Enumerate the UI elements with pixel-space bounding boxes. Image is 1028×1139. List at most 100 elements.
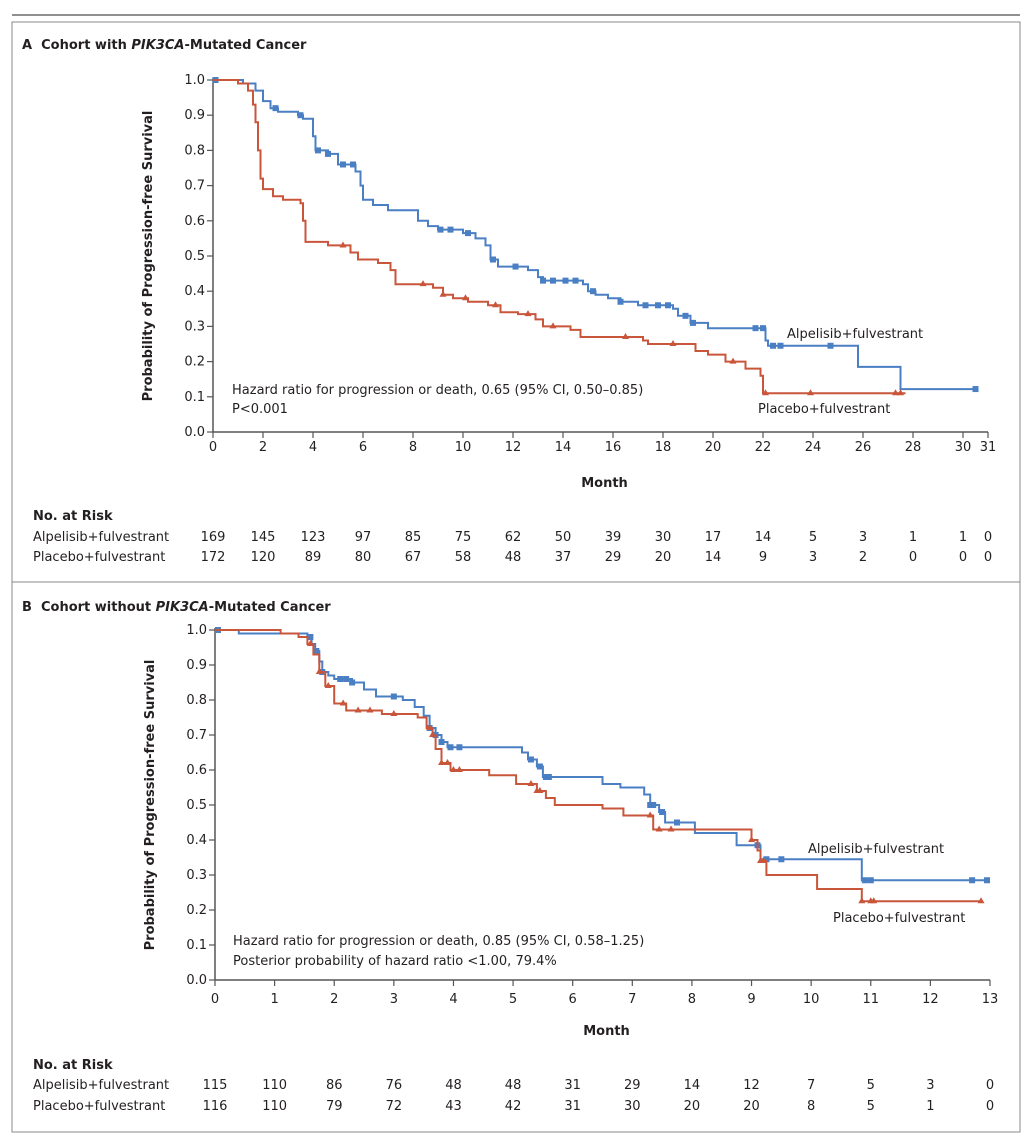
risk-count: 145 xyxy=(251,530,276,545)
risk-count: 80 xyxy=(355,550,372,565)
censor-mark-placebo xyxy=(339,241,347,248)
y-tick-label: 0.1 xyxy=(184,390,205,405)
risk-count: 0 xyxy=(984,550,992,565)
risk-count: 123 xyxy=(301,530,326,545)
risk-row-label: Placebo+fulvestrant xyxy=(33,550,165,565)
series-label-placebo: Placebo+fulvestrant xyxy=(758,402,890,417)
risk-count: 0 xyxy=(986,1099,994,1114)
hazard-ratio-annotation: Hazard ratio for progression or death, 0… xyxy=(232,383,643,398)
censor-mark-placebo xyxy=(390,710,398,716)
risk-count: 5 xyxy=(809,530,817,545)
censor-mark-alpelisib xyxy=(313,648,320,654)
censor-mark-alpelisib xyxy=(490,256,496,263)
x-tick-label: 9 xyxy=(747,992,755,1007)
x-tick-label: 4 xyxy=(309,440,317,455)
censor-mark-placebo xyxy=(748,836,756,842)
censor-mark-placebo xyxy=(762,389,769,396)
y-tick-label: 0.2 xyxy=(184,355,205,370)
title-pre: Cohort without xyxy=(41,600,156,615)
risk-row-label: Alpelisib+fulvestrant xyxy=(33,530,169,545)
x-tick-label: 22 xyxy=(755,440,772,455)
censor-mark-alpelisib xyxy=(315,147,321,154)
y-tick-label: 0.4 xyxy=(186,833,207,848)
risk-count: 1 xyxy=(959,530,967,545)
x-tick-label: 10 xyxy=(803,992,820,1007)
y-tick-label: 0.0 xyxy=(186,973,207,988)
x-tick-label: 1 xyxy=(270,992,278,1007)
censor-mark-alpelisib xyxy=(337,676,344,682)
risk-count: 89 xyxy=(305,550,322,565)
risk-row-label: Alpelisib+fulvestrant xyxy=(33,1078,169,1093)
x-tick-label: 12 xyxy=(505,440,522,455)
censor-mark-placebo xyxy=(622,332,629,339)
censor-mark-placebo xyxy=(354,706,362,713)
title-letter: B xyxy=(22,600,32,615)
y-tick-label: 0.8 xyxy=(184,143,205,158)
censor-mark-alpelisib xyxy=(325,150,331,157)
censor-mark-placebo xyxy=(669,340,677,346)
x-tick-label: 11 xyxy=(862,992,879,1007)
censor-mark-placebo xyxy=(759,857,767,863)
y-tick-label: 0.2 xyxy=(186,903,207,918)
censor-mark-placebo xyxy=(549,322,557,329)
censor-mark-alpelisib xyxy=(512,263,519,270)
risk-count: 76 xyxy=(386,1078,403,1093)
y-tick-label: 0.5 xyxy=(184,249,205,264)
risk-count: 43 xyxy=(445,1099,462,1114)
x-tick-label: 24 xyxy=(805,440,822,455)
risk-count: 72 xyxy=(386,1099,403,1114)
censor-mark-alpelisib xyxy=(969,877,976,884)
risk-count: 67 xyxy=(405,550,422,565)
risk-count: 1 xyxy=(909,530,917,545)
panel-b: B Cohort without PIK3CA-Mutated Cancer1.… xyxy=(22,600,998,1114)
risk-count: 5 xyxy=(867,1078,875,1093)
censor-mark-alpelisib xyxy=(340,161,346,168)
censor-mark-alpelisib xyxy=(650,802,657,808)
x-tick-label: 14 xyxy=(555,440,572,455)
x-tick-label: 6 xyxy=(359,440,367,455)
censor-mark-placebo xyxy=(438,759,446,765)
censor-mark-alpelisib xyxy=(447,226,454,233)
title-letter: A xyxy=(22,38,32,53)
risk-count: 29 xyxy=(624,1078,641,1093)
title-post: -Mutated Cancer xyxy=(185,38,308,53)
censor-mark-placebo xyxy=(646,811,654,818)
censor-mark-placebo xyxy=(655,825,663,832)
censor-mark-alpelisib xyxy=(297,112,304,119)
y-axis-label: Probability of Progression-free Survival xyxy=(141,111,156,402)
censor-mark-alpelisib xyxy=(682,312,689,319)
censor-mark-placebo xyxy=(315,668,323,674)
censor-mark-placebo xyxy=(462,294,469,301)
y-tick-label: 0.7 xyxy=(184,179,205,194)
title-pre: Cohort with xyxy=(41,38,131,53)
censor-mark-placebo xyxy=(429,731,437,737)
title-gene: PIK3CA xyxy=(131,38,184,53)
x-tick-label: 2 xyxy=(259,440,267,455)
risk-table-heading: No. at Risk xyxy=(33,509,113,524)
y-tick-label: 1.0 xyxy=(186,623,207,638)
risk-count: 0 xyxy=(959,550,967,565)
censor-mark-alpelisib xyxy=(984,877,991,884)
x-tick-label: 16 xyxy=(605,440,622,455)
censor-mark-placebo xyxy=(527,780,535,786)
censor-mark-alpelisib xyxy=(665,302,671,309)
censor-mark-alpelisib xyxy=(540,277,546,284)
panel-a: A Cohort with PIK3CA-Mutated Cancer 1.0 0.… xyxy=(22,38,996,565)
censor-mark-placebo xyxy=(536,787,544,793)
risk-count: 48 xyxy=(445,1078,462,1093)
censor-mark-alpelisib xyxy=(867,877,874,884)
censor-mark-placebo xyxy=(306,640,314,646)
censor-mark-placebo xyxy=(892,389,899,396)
x-tick-label: 13 xyxy=(982,992,999,1007)
y-tick-label: 0.3 xyxy=(186,868,207,883)
censor-mark-alpelisib xyxy=(752,325,759,332)
km-curve-placebo xyxy=(215,629,982,903)
risk-count: 115 xyxy=(203,1078,228,1093)
title-gene: PIK3CA xyxy=(156,600,209,615)
censor-mark-alpelisib xyxy=(572,277,579,284)
risk-count: 48 xyxy=(505,1078,522,1093)
censor-mark-alpelisib xyxy=(763,856,770,863)
risk-count: 62 xyxy=(505,530,522,545)
censor-mark-alpelisib xyxy=(307,634,314,640)
risk-count: 37 xyxy=(555,550,572,565)
